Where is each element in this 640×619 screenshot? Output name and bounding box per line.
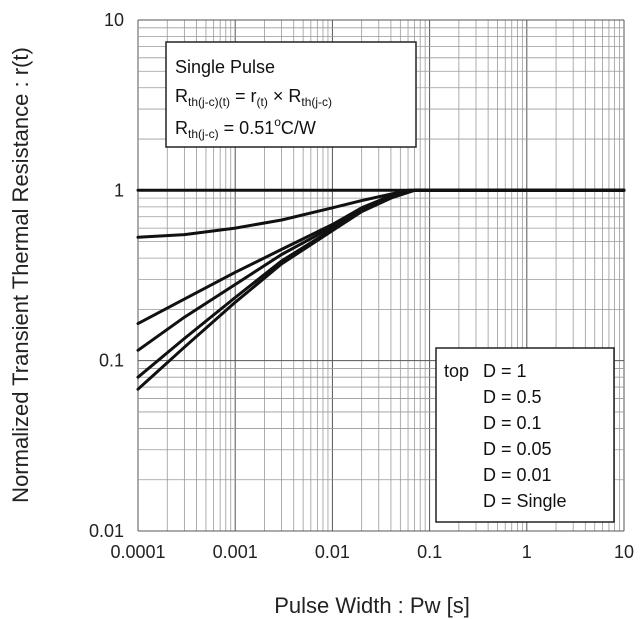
y-tick-label: 0.01 bbox=[89, 521, 124, 541]
series-line-6 bbox=[136, 188, 626, 391]
x-tick-label: 10 bbox=[614, 542, 634, 562]
legend-box: top D = 1 D = 0.5 D = 0.1 D = 0.05 D = 0… bbox=[435, 347, 615, 523]
legend-entry-4: D = 0.05 bbox=[483, 439, 552, 459]
legend-entry-3: D = 0.1 bbox=[483, 413, 542, 433]
x-axis-title: Pulse Width : Pw [s] bbox=[274, 593, 470, 618]
legend-entry-1: D = 1 bbox=[483, 361, 527, 381]
legend-frame bbox=[435, 347, 615, 523]
y-tick-label: 0.1 bbox=[99, 351, 124, 371]
tick-labels: 0.0001 0.001 0.01 0.1 1 10 0.01 0.1 1 10 bbox=[89, 10, 634, 562]
annotation-frame bbox=[165, 41, 417, 148]
legend-prefix: top bbox=[444, 361, 469, 381]
y-tick-label: 10 bbox=[104, 10, 124, 30]
legend-entry-6: D = Single bbox=[483, 491, 567, 511]
annotation-box: Single Pulse Rth(j-c)(t) = r(t) × Rth(j-… bbox=[165, 41, 417, 148]
x-tick-label: 1 bbox=[522, 542, 532, 562]
legend-entry-5: D = 0.01 bbox=[483, 465, 552, 485]
x-tick-label: 0.001 bbox=[213, 542, 258, 562]
annotation-line-3: Rth(j-c) = 0.51oC/W bbox=[175, 115, 316, 141]
y-tick-label: 1 bbox=[114, 180, 124, 200]
x-tick-label: 0.1 bbox=[417, 542, 442, 562]
x-tick-label: 0.0001 bbox=[110, 542, 165, 562]
annotation-line-1: Single Pulse bbox=[175, 57, 275, 77]
legend-entry-2: D = 0.5 bbox=[483, 387, 542, 407]
annotation-line-2: Rth(j-c)(t) = r(t) × Rth(j-c) bbox=[175, 86, 332, 109]
y-axis-title: Normalized Transient Thermal Resistance … bbox=[8, 47, 33, 503]
data-series bbox=[136, 188, 626, 391]
x-tick-label: 0.01 bbox=[315, 542, 350, 562]
